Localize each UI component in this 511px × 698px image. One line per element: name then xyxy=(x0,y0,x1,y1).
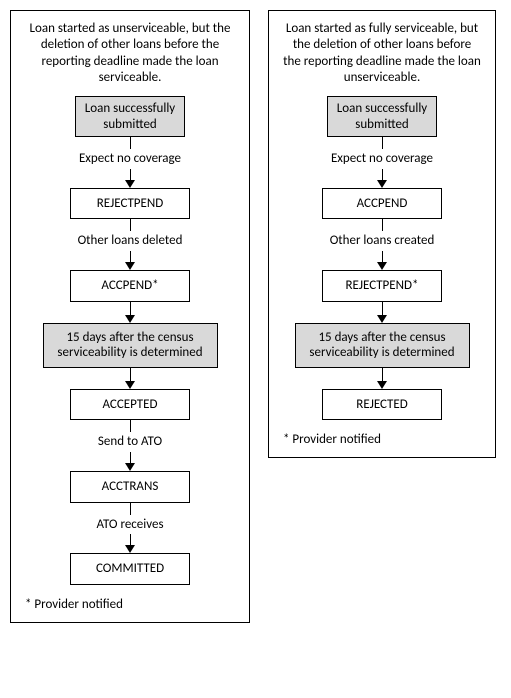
status-node: REJECTED xyxy=(322,389,442,421)
arrow xyxy=(125,169,135,188)
start-node: Loan successfully submitted xyxy=(75,96,185,137)
info-node: 15 days after the census serviceability … xyxy=(295,323,470,368)
arrow xyxy=(125,368,135,389)
start-node: Loan successfully submitted xyxy=(327,96,437,137)
status-node: ACCPEND xyxy=(322,188,442,220)
arrow xyxy=(382,137,383,149)
status-node: COMMITTED xyxy=(70,553,190,585)
flow-panel-right: Loan started as fully serviceable, but t… xyxy=(268,10,496,458)
arrow xyxy=(125,534,135,553)
arrow xyxy=(382,219,383,231)
edge-label: ATO receives xyxy=(96,517,163,533)
edge-label: Expect no coverage xyxy=(79,151,181,167)
edge-label: Expect no coverage xyxy=(331,151,433,167)
edge-label: Other loans deleted xyxy=(78,233,183,249)
status-node: ACCPEND* xyxy=(70,270,190,302)
edge-label: Send to ATO xyxy=(98,434,162,450)
status-node: REJECTPEND* xyxy=(322,270,442,302)
edge-label: Other loans created xyxy=(330,233,435,249)
info-node: 15 days after the census serviceability … xyxy=(43,323,218,368)
footnote: * Provider notified xyxy=(25,597,123,612)
arrow xyxy=(125,302,135,323)
arrow xyxy=(377,251,387,270)
status-node: ACCTRANS xyxy=(70,471,190,503)
footnote: * Provider notified xyxy=(283,432,381,447)
arrow xyxy=(377,368,387,389)
arrow xyxy=(377,302,387,323)
arrow xyxy=(130,503,131,515)
arrow xyxy=(125,452,135,471)
status-node: ACCEPTED xyxy=(70,389,190,421)
arrow xyxy=(377,169,387,188)
status-node: REJECTPEND xyxy=(70,188,190,220)
flow-panel-left: Loan started as unserviceable, but the d… xyxy=(10,10,250,623)
arrow xyxy=(130,420,131,432)
panel-intro: Loan started as fully serviceable, but t… xyxy=(283,21,481,86)
arrow xyxy=(130,137,131,149)
arrow xyxy=(125,251,135,270)
panel-intro: Loan started as unserviceable, but the d… xyxy=(25,21,235,86)
arrow xyxy=(130,219,131,231)
